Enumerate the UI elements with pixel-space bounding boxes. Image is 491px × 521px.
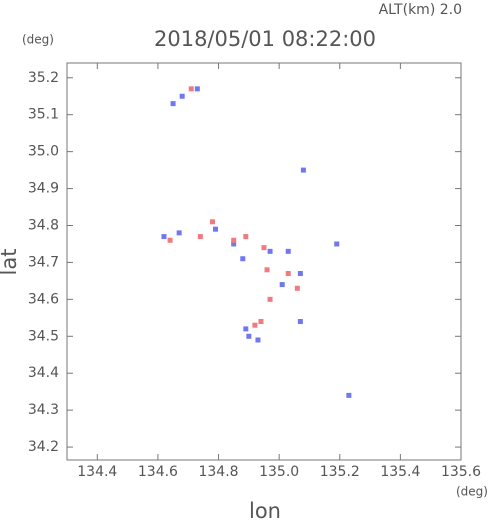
y-tick-label: 34.8 <box>28 217 59 233</box>
x-tick-label: 135.2 <box>320 464 360 480</box>
y-unit: (deg) <box>22 33 54 47</box>
radar-echo <box>252 322 258 328</box>
radar-echo <box>161 234 167 240</box>
y-tick-label: 34.2 <box>28 439 59 455</box>
radar-echo <box>240 256 246 262</box>
radar-echo <box>294 285 300 291</box>
radar-echo <box>231 237 237 243</box>
x-tick-label: 134.6 <box>138 464 178 480</box>
radar-echo <box>346 392 352 398</box>
radar-echo <box>213 226 219 232</box>
radar-echo <box>255 337 261 343</box>
radar-echo <box>300 167 306 173</box>
x-tick-label: 135.6 <box>441 464 481 480</box>
radar-echo <box>243 234 249 240</box>
chart-title: 2018/05/01 08:22:00 <box>154 27 376 51</box>
y-tick-label: 35.0 <box>28 144 59 160</box>
radar-echo <box>194 86 200 92</box>
y-tick-label: 34.6 <box>28 291 59 307</box>
x-axis-label: lon <box>249 499 281 521</box>
x-tick-label: 135.0 <box>259 464 299 480</box>
y-axis-label: lat <box>0 249 21 276</box>
chart-subtitle: ALT(km) 2.0 <box>379 2 462 18</box>
radar-echo <box>246 333 252 339</box>
x-unit: (deg) <box>456 485 488 499</box>
radar-echo <box>285 271 291 277</box>
radar-echo <box>197 234 203 240</box>
radar-echo <box>243 326 249 332</box>
radar-echo <box>297 319 303 325</box>
x-tick-label: 134.4 <box>77 464 117 480</box>
radar-echo <box>264 267 270 273</box>
radar-echo <box>258 319 264 325</box>
radar-echo <box>179 93 185 99</box>
radar-echo <box>188 86 194 92</box>
radar-echo <box>285 248 291 254</box>
radar-echo <box>209 219 215 225</box>
y-tick-label: 34.7 <box>28 254 59 270</box>
radar-echo <box>170 101 176 107</box>
y-tick-label: 34.4 <box>28 365 59 381</box>
radar-echo <box>267 296 273 302</box>
radar-echo <box>231 241 237 247</box>
y-tick-label: 34.3 <box>28 402 59 418</box>
x-tick-label: 135.4 <box>380 464 420 480</box>
y-tick-label: 34.9 <box>28 181 59 197</box>
y-tick-label: 35.1 <box>28 107 59 123</box>
radar-echo <box>267 248 273 254</box>
radar-echo <box>279 282 285 288</box>
radar-echo <box>176 230 182 236</box>
plot-frame <box>66 62 462 461</box>
radar-echo <box>297 271 303 277</box>
x-tick-label: 134.8 <box>198 464 238 480</box>
radar-echo <box>334 241 340 247</box>
radar-echo <box>261 245 267 251</box>
radar-echo <box>167 237 173 243</box>
y-tick-label: 34.5 <box>28 328 59 344</box>
y-tick-label: 35.2 <box>28 70 59 86</box>
